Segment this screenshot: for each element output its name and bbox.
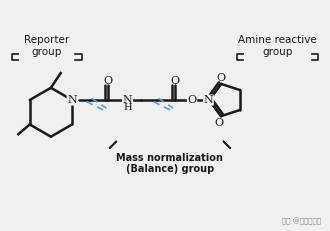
Text: Reporter: Reporter: [24, 35, 69, 46]
Text: H: H: [123, 103, 132, 112]
Text: Amine reactive: Amine reactive: [238, 35, 317, 46]
Text: group: group: [262, 47, 293, 57]
Text: (Balance) group: (Balance) group: [126, 164, 214, 174]
Text: N: N: [204, 95, 213, 105]
Text: group: group: [32, 47, 62, 57]
Text: O: O: [215, 118, 224, 128]
Text: 知乎 @勤劳的阿珍: 知乎 @勤劳的阿珍: [282, 217, 321, 225]
Text: O: O: [187, 95, 197, 105]
Text: O: O: [103, 76, 113, 86]
Text: Mass normalization: Mass normalization: [116, 153, 223, 163]
Text: N: N: [123, 95, 132, 105]
Text: O: O: [216, 73, 226, 83]
Text: O: O: [170, 76, 179, 86]
Text: N: N: [67, 95, 77, 105]
